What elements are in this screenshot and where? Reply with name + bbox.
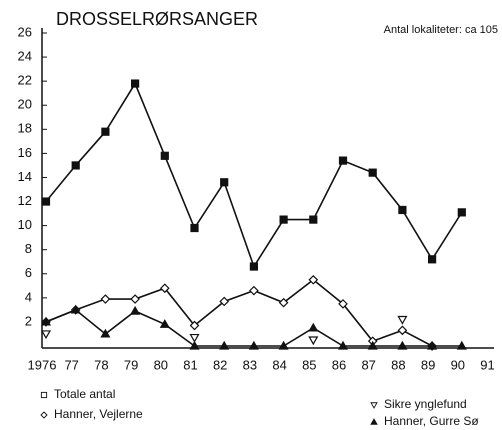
series-line <box>45 81 463 269</box>
x-tick-label: 87 <box>361 357 375 372</box>
marker <box>70 304 81 314</box>
marker <box>130 305 141 315</box>
marker <box>368 168 377 177</box>
marker <box>278 340 289 350</box>
x-tick-label: 89 <box>421 357 435 372</box>
x-tick-label: 90 <box>451 357 465 372</box>
y-tick-label: 22 <box>18 73 32 88</box>
x-tick-label: 78 <box>94 357 108 372</box>
x-tick-label: 85 <box>302 357 316 372</box>
marker <box>219 296 230 307</box>
marker <box>397 315 408 325</box>
x-tick-label: 88 <box>391 357 405 372</box>
marker <box>338 299 348 309</box>
y-tick-label: 16 <box>18 145 32 160</box>
marker <box>130 294 140 304</box>
legend-symbol <box>40 391 48 399</box>
legend-symbol <box>40 411 48 419</box>
marker <box>337 340 349 350</box>
marker <box>338 156 348 165</box>
marker <box>159 319 170 328</box>
legend-label: Totale antal <box>54 387 115 401</box>
marker <box>397 325 408 336</box>
marker <box>456 340 467 350</box>
legend-symbol <box>370 418 378 425</box>
marker <box>279 215 288 224</box>
marker <box>101 127 110 136</box>
y-tick-label: 12 <box>18 193 32 208</box>
y-tick-label: 8 <box>25 241 32 256</box>
marker <box>160 151 169 160</box>
marker <box>397 340 408 350</box>
marker <box>309 215 318 224</box>
x-tick-label: 81 <box>183 357 197 372</box>
marker <box>249 285 259 296</box>
x-tick-label: 1976 <box>28 357 57 372</box>
marker <box>190 223 199 233</box>
marker <box>40 330 52 340</box>
y-tick-label: 18 <box>18 121 32 136</box>
marker <box>189 320 200 331</box>
marker <box>189 340 200 350</box>
marker <box>308 274 319 285</box>
chart-title: DROSSELRØRSANGER <box>56 9 258 29</box>
marker <box>249 262 258 271</box>
series-line <box>45 308 462 347</box>
y-tick-label: 20 <box>18 97 32 112</box>
marker <box>427 340 438 350</box>
x-tick-label: 79 <box>124 357 138 372</box>
marker <box>278 297 289 308</box>
marker <box>248 340 259 350</box>
marker <box>159 283 170 294</box>
annotation: Antal lokaliteter: ca 105 <box>384 24 498 36</box>
y-tick-label: 2 <box>25 313 32 328</box>
marker <box>100 294 111 304</box>
y-tick-label: 6 <box>25 265 32 280</box>
marker <box>308 336 319 346</box>
legend-label: Sikre ynglefund <box>384 397 467 411</box>
marker <box>41 197 51 206</box>
legend-label: Hanner, Vejlerne <box>54 407 143 421</box>
y-tick-label: 10 <box>18 217 32 232</box>
marker <box>398 205 407 215</box>
marker <box>457 208 466 217</box>
marker <box>100 328 111 338</box>
legend-label: Hanner, Gurre Sø <box>384 414 479 428</box>
marker <box>220 178 229 187</box>
y-tick-label: 14 <box>18 169 32 184</box>
marker <box>367 340 378 350</box>
x-tick-label: 84 <box>272 357 286 372</box>
y-tick-label: 24 <box>18 49 32 64</box>
marker <box>189 333 200 343</box>
x-tick-label: 77 <box>64 357 78 372</box>
x-tick-label: 82 <box>213 357 227 372</box>
series-line <box>45 278 433 347</box>
marker <box>71 161 80 170</box>
marker <box>428 255 437 264</box>
marker <box>308 322 319 332</box>
x-tick-label: 91 <box>480 357 494 372</box>
marker <box>131 79 140 88</box>
marker <box>219 340 230 350</box>
marker <box>40 316 52 326</box>
y-tick-label: 4 <box>25 289 32 304</box>
x-tick-label: 83 <box>243 357 257 372</box>
x-tick-label: 80 <box>154 357 168 372</box>
x-tick-label: 86 <box>332 357 346 372</box>
y-tick-label: 26 <box>18 24 32 39</box>
legend-symbol <box>370 402 378 409</box>
